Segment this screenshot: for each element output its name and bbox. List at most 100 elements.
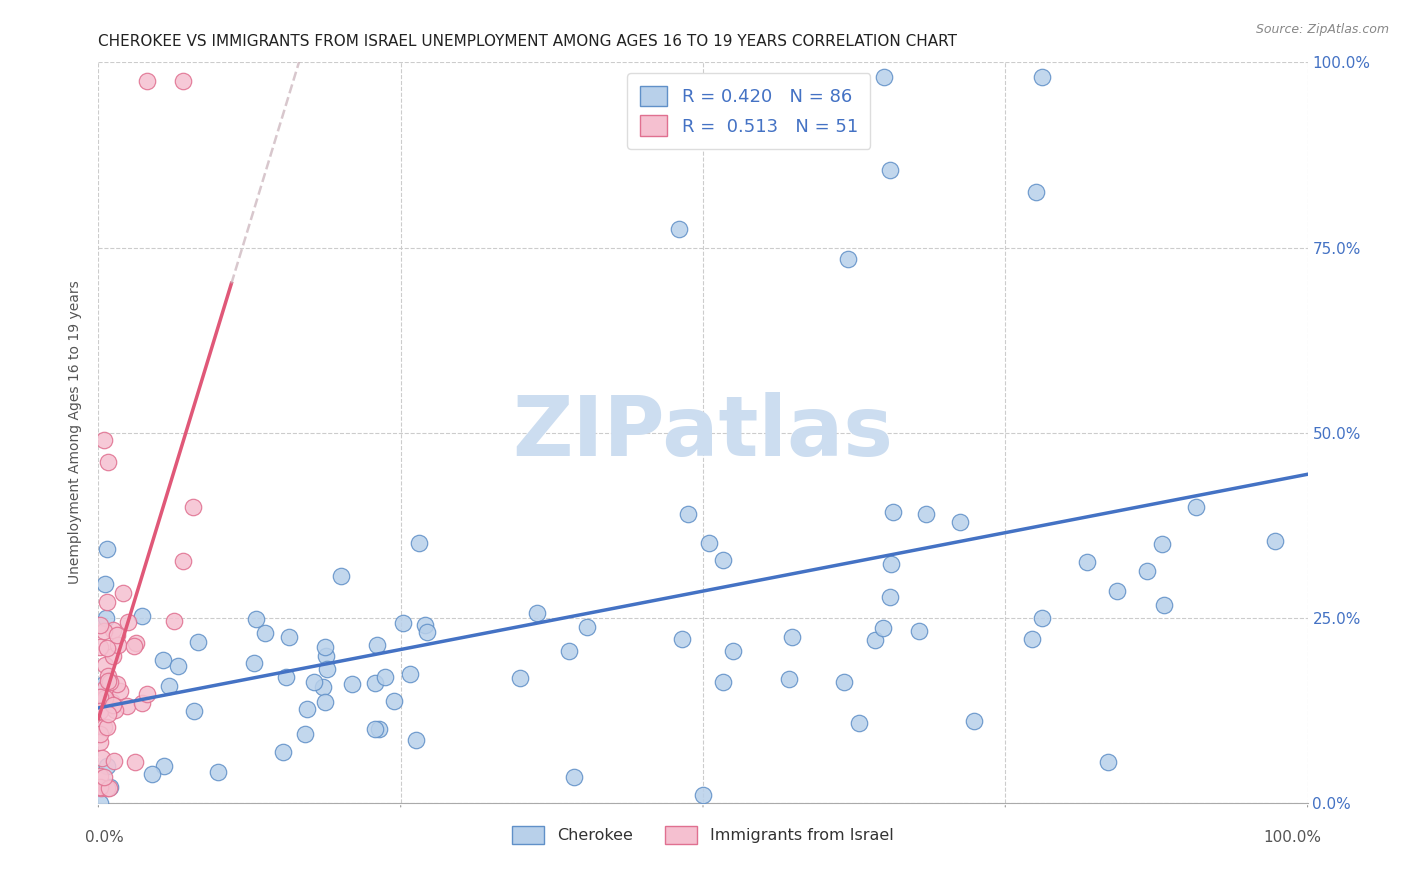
Point — [111, 586, 134, 600]
Point — [104, 703, 127, 717]
Point — [872, 622, 894, 636]
Point — [382, 694, 405, 708]
Point — [271, 745, 294, 759]
Point — [245, 612, 267, 626]
Point — [125, 635, 148, 649]
Point — [105, 628, 128, 642]
Point — [131, 609, 153, 624]
Point — [408, 536, 430, 550]
Point — [94, 657, 117, 672]
Point — [575, 619, 598, 633]
Point — [103, 623, 125, 637]
Point — [89, 690, 111, 705]
Point — [297, 701, 319, 715]
Point — [294, 727, 316, 741]
Point — [1136, 564, 1159, 578]
Point — [415, 625, 437, 640]
Point — [89, 769, 111, 783]
Point — [562, 770, 585, 784]
Point — [93, 720, 115, 734]
Point — [848, 716, 870, 731]
Point — [91, 751, 114, 765]
Point — [105, 677, 128, 691]
Point — [103, 754, 125, 768]
Point — [96, 542, 118, 557]
Point — [837, 252, 859, 266]
Text: 0.0%: 0.0% — [84, 830, 124, 845]
Point — [1264, 534, 1286, 549]
Point — [1024, 185, 1046, 199]
Point — [1031, 611, 1053, 625]
Point — [89, 734, 111, 748]
Point — [879, 162, 901, 177]
Point — [363, 676, 385, 690]
Point — [721, 644, 744, 658]
Point — [1076, 555, 1098, 569]
Point — [89, 727, 111, 741]
Point — [97, 780, 120, 795]
Point — [91, 690, 114, 704]
Point — [671, 632, 693, 647]
Point — [107, 638, 129, 652]
Point — [907, 624, 929, 638]
Point — [94, 577, 117, 591]
Point — [304, 675, 326, 690]
Point — [97, 707, 120, 722]
Point — [93, 770, 115, 784]
Point — [117, 615, 139, 629]
Point — [172, 554, 194, 568]
Legend: Cherokee, Immigrants from Israel: Cherokee, Immigrants from Israel — [506, 819, 900, 850]
Point — [398, 666, 420, 681]
Text: CHEROKEE VS IMMIGRANTS FROM ISRAEL UNEMPLOYMENT AMONG AGES 16 TO 19 YEARS CORREL: CHEROKEE VS IMMIGRANTS FROM ISRAEL UNEMP… — [98, 34, 957, 49]
Point — [873, 70, 896, 85]
Point — [183, 704, 205, 718]
Point — [368, 723, 391, 737]
Point — [863, 633, 886, 648]
Point — [101, 695, 124, 709]
Point — [243, 656, 266, 670]
Point — [97, 674, 120, 689]
Point — [1097, 755, 1119, 769]
Point — [115, 698, 138, 713]
Point — [254, 625, 277, 640]
Point — [711, 553, 734, 567]
Point — [1031, 70, 1053, 85]
Point — [1021, 632, 1043, 647]
Point — [316, 662, 339, 676]
Point — [97, 455, 120, 469]
Point — [89, 704, 111, 718]
Point — [97, 669, 120, 683]
Point — [373, 670, 395, 684]
Point — [91, 690, 114, 704]
Point — [329, 569, 352, 583]
Point — [274, 670, 297, 684]
Point — [880, 557, 903, 571]
Point — [124, 640, 146, 654]
Point — [1107, 584, 1129, 599]
Point — [832, 674, 855, 689]
Point — [93, 681, 115, 696]
Point — [340, 676, 363, 690]
Point — [526, 606, 548, 620]
Point — [509, 671, 531, 685]
Point — [93, 624, 115, 639]
Point — [90, 780, 112, 795]
Point — [141, 767, 163, 781]
Point — [101, 698, 124, 712]
Point — [98, 674, 121, 689]
Point — [152, 759, 174, 773]
Point — [278, 630, 301, 644]
Point — [124, 755, 146, 769]
Point — [676, 507, 699, 521]
Point — [96, 595, 118, 609]
Point — [131, 696, 153, 710]
Point — [108, 684, 131, 698]
Y-axis label: Unemployment Among Ages 16 to 19 years: Unemployment Among Ages 16 to 19 years — [69, 281, 83, 584]
Point — [94, 611, 117, 625]
Point — [692, 789, 714, 803]
Point — [89, 780, 111, 794]
Point — [152, 653, 174, 667]
Point — [187, 635, 209, 649]
Point — [778, 672, 800, 686]
Point — [96, 720, 118, 734]
